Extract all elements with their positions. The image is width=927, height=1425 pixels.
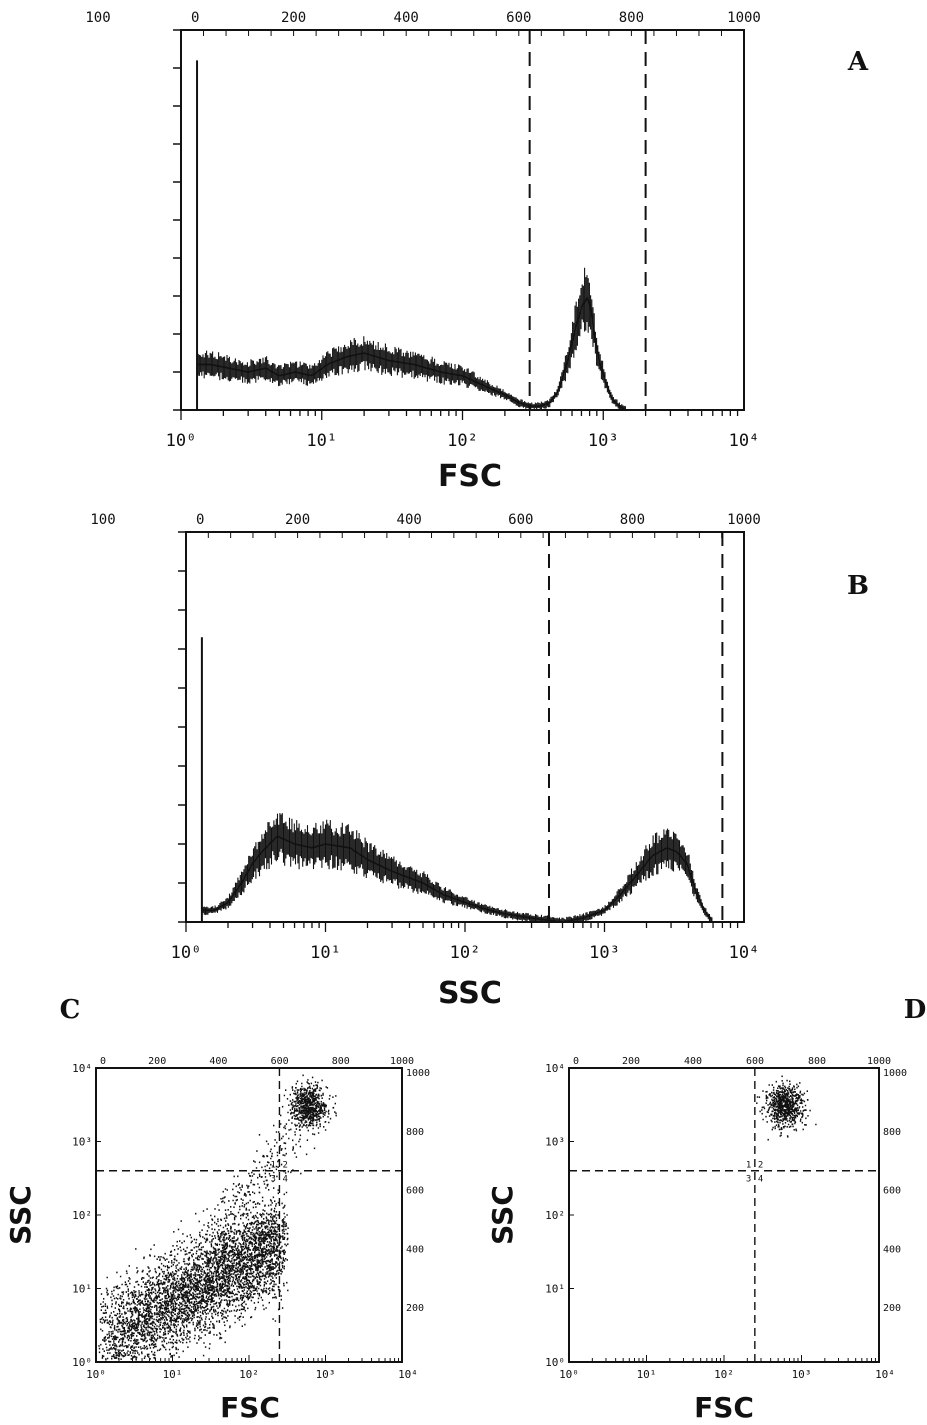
top-tick-label: 1000 (390, 1056, 414, 1067)
y-max-label: 100 (90, 512, 115, 528)
event-dots (756, 1075, 817, 1141)
panel-a-histogram: 10⁰ 10¹ 10² 10³ 10⁴ 0 200 400 600 800 1000 100 FSC A (85, 10, 869, 494)
y-tick-label: 10² (72, 1209, 92, 1222)
histogram-trace (196, 267, 626, 410)
x-axis-title: FSC (694, 1391, 754, 1424)
x-tick-label: 10⁰ (559, 1368, 579, 1381)
x-tick-label: 10⁴ (398, 1368, 418, 1381)
top-tick-label: 600 (746, 1056, 764, 1067)
right-tick-label: 1000 (883, 1068, 907, 1079)
y-tick-label: 10⁰ (72, 1356, 92, 1369)
x-tick-label: 10¹ (306, 431, 337, 451)
x-tick-label: 10² (714, 1368, 734, 1381)
panel-label: C (60, 995, 81, 1025)
top-tick-label: 200 (285, 512, 310, 528)
right-tick-label: 200 (406, 1303, 424, 1314)
x-tick-label: 10⁴ (875, 1368, 895, 1381)
top-tick-label: 800 (332, 1056, 350, 1067)
right-tick-label: 800 (883, 1127, 901, 1138)
quadrant-label: 4 (758, 1175, 763, 1185)
x-tick-label: 10² (450, 943, 481, 963)
y-tick-label: 10⁰ (545, 1356, 565, 1369)
plot-frame (185, 531, 745, 923)
y-tick-label: 10¹ (545, 1283, 565, 1296)
top-tick-label: 400 (684, 1056, 702, 1067)
panel-label: D (904, 995, 927, 1025)
plot-frame (95, 1067, 403, 1363)
y-axis-title: SSC (486, 1185, 519, 1245)
top-tick-label: 0 (573, 1056, 579, 1067)
top-tick-label: 800 (620, 512, 645, 528)
panel-c-dotplot: 10⁰ 10¹ 10² 10³ 10⁴ 10⁰ 10¹ 10² 10³ 10⁴ 0 200 400 600… (4, 995, 430, 1424)
histogram-trace (201, 813, 713, 922)
quadrant-label: 3 (746, 1175, 751, 1185)
panel-label: A (847, 47, 869, 77)
panel-d-dotplot: 10⁰ 10¹ 10² 10³ 10⁴ 10⁰ 10¹ 10² 10³ 10⁴ 0 200 400 600… (486, 995, 926, 1424)
top-tick-label: 200 (148, 1056, 166, 1067)
y-max-label: 100 (85, 10, 110, 26)
quadrant-label: 2 (282, 1161, 287, 1171)
top-tick-label: 200 (622, 1056, 640, 1067)
y-axis-title: SSC (4, 1185, 37, 1245)
right-tick-label: 1000 (406, 1068, 430, 1079)
top-tick-label: 600 (271, 1056, 289, 1067)
quadrant-label: 2 (758, 1161, 763, 1171)
histogram-line (201, 835, 713, 923)
top-tick-label: 800 (808, 1056, 826, 1067)
y-tick-label: 10⁴ (545, 1062, 565, 1075)
top-tick-label: 600 (508, 512, 533, 528)
x-tick-label: 10² (447, 431, 478, 451)
top-tick-label: 400 (209, 1056, 227, 1067)
top-tick-label: 1000 (727, 512, 761, 528)
x-tick-label: 10³ (792, 1368, 812, 1381)
y-tick-label: 10³ (72, 1136, 92, 1149)
x-tick-label: 10¹ (637, 1368, 657, 1381)
plot-frame (568, 1067, 880, 1363)
x-tick-label: 10¹ (310, 943, 341, 963)
top-tick-label: 0 (100, 1056, 106, 1067)
top-tick-label: 1000 (867, 1056, 891, 1067)
x-tick-label: 10³ (316, 1368, 336, 1381)
histogram-line (197, 296, 626, 411)
x-tick-label: 10³ (588, 431, 619, 451)
x-tick-label: 10³ (589, 943, 620, 963)
right-tick-label: 400 (883, 1244, 901, 1255)
quadrant-label: 1 (746, 1161, 751, 1171)
panel-label: B (847, 571, 869, 601)
event-dots (98, 1074, 337, 1361)
x-axis-title: FSC (438, 459, 502, 494)
y-tick-label: 10¹ (72, 1283, 92, 1296)
plot-frame (180, 29, 745, 411)
quadrant-label: 3 (270, 1175, 275, 1185)
x-axis-title: FSC (220, 1391, 280, 1424)
x-tick-label: 10⁰ (166, 431, 197, 451)
top-tick-label: 600 (506, 10, 531, 26)
top-tick-label: 1000 (727, 10, 761, 26)
x-tick-label: 10² (239, 1368, 259, 1381)
right-tick-label: 600 (883, 1186, 901, 1197)
x-tick-label: 10⁴ (729, 431, 760, 451)
y-tick-label: 10⁴ (72, 1062, 92, 1075)
right-tick-label: 800 (406, 1127, 424, 1138)
top-tick-label: 0 (196, 512, 204, 528)
x-tick-label: 10⁰ (86, 1368, 106, 1381)
x-tick-label: 10⁰ (171, 943, 202, 963)
y-tick-label: 10³ (545, 1136, 565, 1149)
right-tick-label: 200 (883, 1303, 901, 1314)
x-axis-title: SSC (438, 976, 502, 1011)
top-tick-label: 0 (191, 10, 199, 26)
panel-b-histogram: 10⁰ 10¹ 10² 10³ 10⁴ 0 200 400 600 800 1000 100 SSC B (90, 512, 869, 1011)
top-tick-label: 400 (397, 512, 422, 528)
top-tick-label: 400 (394, 10, 419, 26)
y-tick-label: 10² (545, 1209, 565, 1222)
x-tick-label: 10⁴ (729, 943, 760, 963)
quadrant-label: 4 (282, 1175, 287, 1185)
top-tick-label: 200 (281, 10, 306, 26)
top-tick-label: 800 (619, 10, 644, 26)
x-tick-label: 10¹ (163, 1368, 183, 1381)
right-tick-label: 400 (406, 1244, 424, 1255)
right-tick-label: 600 (406, 1186, 424, 1197)
